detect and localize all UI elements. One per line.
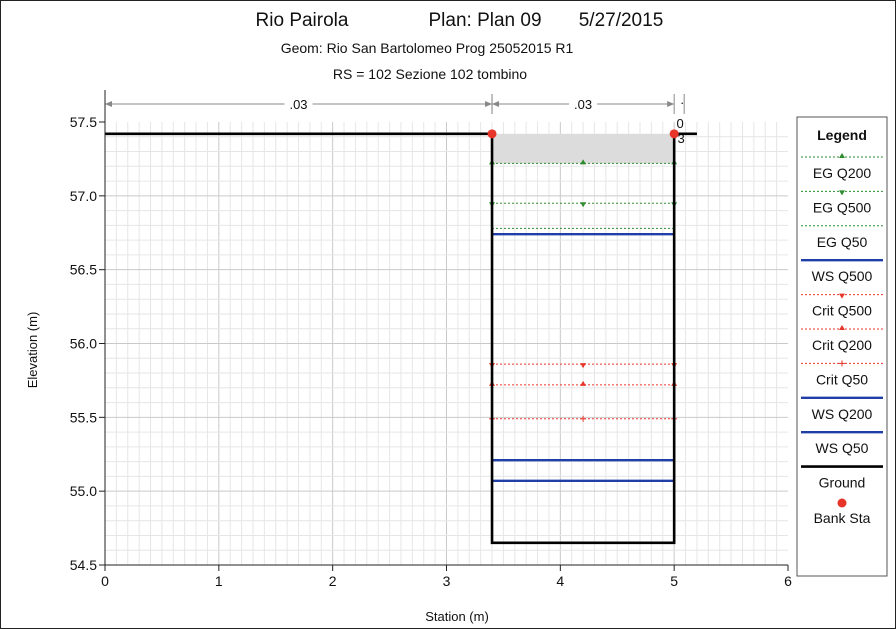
y-tick-label: 56.0: [70, 336, 97, 352]
mannings-n-arrow: [492, 101, 500, 107]
bank-station-point: [487, 129, 497, 139]
x-tick-label: 1: [215, 573, 223, 589]
marker-up: [580, 380, 587, 386]
legend-label: Crit Q500: [812, 303, 872, 319]
y-axis-label: Elevation (m): [25, 312, 40, 389]
y-tick-label: 56.5: [70, 262, 97, 278]
mannings-n-label: .03: [574, 97, 592, 112]
mannings-n-annotations: .03 .03 0. 3: [104, 92, 685, 146]
river-station-subtitle: RS = 102 Sezione 102 tombino: [333, 66, 527, 82]
deck-fill: [492, 133, 675, 164]
marker-down: [580, 202, 587, 208]
y-tick-label: 57.0: [70, 188, 97, 204]
mannings-n-label-bg: [569, 95, 598, 113]
marker-up: [839, 325, 845, 330]
legend: Legend EG Q200 EG Q500 EG Q50 WS Q500 Crit Q5…: [796, 116, 888, 577]
y-tick-label: 57.5: [70, 114, 97, 130]
legend-label: Crit Q50: [816, 371, 868, 387]
legend-label: WS Q500: [812, 268, 873, 284]
chart-title: Rio Pairola: [256, 10, 349, 31]
mannings-n-label: .03: [289, 97, 307, 112]
x-tick-label: 3: [443, 573, 451, 589]
grid: [105, 122, 788, 565]
marker-down: [839, 293, 845, 299]
x-tick-label: 0: [101, 573, 109, 589]
x-tick-label: 4: [556, 573, 564, 589]
axes: 0 1 2 3 4 5 6 54.5 55.0 55.5 56.0 56.5 57.0 57.5: [70, 90, 792, 589]
legend-label: EG Q500: [813, 199, 872, 215]
legend-label: Bank Sta: [814, 510, 871, 526]
plot-area: [105, 129, 697, 545]
mannings-n-label: 0: [677, 116, 684, 131]
y-tick-label: 54.5: [70, 557, 97, 573]
x-tick-label: 2: [329, 573, 337, 589]
mannings-n-arrow: [105, 101, 112, 107]
mannings-n-arrow: [667, 101, 675, 107]
legend-label: WS Q50: [816, 440, 869, 456]
geometry-subtitle: Geom: Rio San Bartolomeo Prog 25052015 R…: [281, 40, 574, 56]
legend-label: Ground: [819, 475, 866, 491]
marker-up: [580, 159, 587, 165]
mannings-n-label: .: [680, 92, 684, 107]
date-label: 5/27/2015: [579, 10, 664, 31]
x-tick-label: 5: [670, 573, 678, 589]
marker-down: [839, 190, 845, 196]
legend-label: Crit Q200: [812, 337, 872, 353]
plan-label: Plan: Plan 09: [428, 10, 541, 31]
legend-title: Legend: [817, 127, 867, 143]
mannings-n-label: 3: [678, 131, 685, 146]
legend-label: EG Q50: [817, 234, 868, 250]
legend-label: WS Q200: [812, 406, 873, 422]
marker-up: [839, 153, 845, 158]
mannings-n-label-bg: [284, 95, 313, 113]
x-tick-label: 6: [784, 573, 792, 589]
x-axis-label: Station (m): [425, 609, 489, 624]
legend-swatch: [837, 498, 847, 508]
mannings-n-arrow: [485, 101, 493, 107]
legend-label: EG Q200: [813, 165, 872, 181]
y-tick-label: 55.0: [70, 483, 97, 499]
y-tick-label: 55.5: [70, 409, 97, 425]
bank-station-point: [669, 129, 679, 139]
marker-down: [580, 363, 587, 369]
